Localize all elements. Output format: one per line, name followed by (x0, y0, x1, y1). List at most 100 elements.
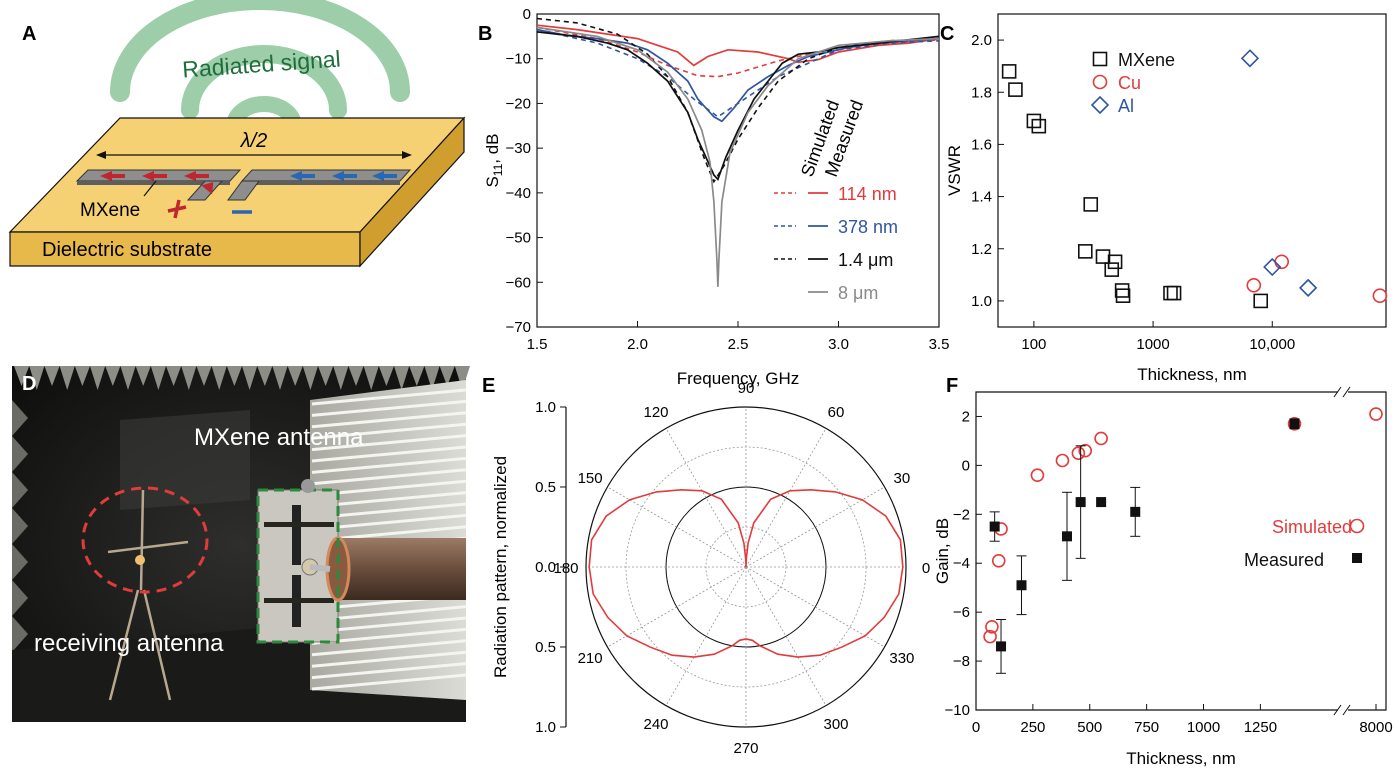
series-2-simulated-line (536, 17, 940, 184)
y-axis-label: VSWR (945, 145, 964, 196)
chart-b: 1.5 2.0 2.5 3.0 3.5 0 −10 −20 −30 −40 −50 −60 −70 Fre… (483, 6, 949, 388)
radial-tick-label: 1.0 (535, 399, 556, 416)
angle-label: 330 (889, 650, 914, 667)
absorber-ridge (311, 468, 467, 486)
signal-arc-inner (226, 96, 302, 134)
y-tick-label: −50 (506, 230, 531, 247)
y-tick-label: −4 (953, 555, 970, 572)
mxene-point (1115, 288, 1131, 304)
radiation-pattern-line (588, 488, 904, 658)
y-axis-label: S11, dB (483, 133, 505, 187)
absorber-cone (242, 366, 258, 390)
absorber-cone (12, 616, 28, 652)
polar-grid-spoke (665, 428, 747, 568)
panel-a-letter: A (22, 23, 36, 45)
absorber-ridge (311, 650, 467, 668)
absorber-cone (120, 366, 136, 390)
absorber-cone (363, 366, 379, 390)
x-tick-label: 3.5 (929, 336, 950, 353)
panel-f-letter: F (946, 375, 958, 397)
absorber-cone (12, 544, 28, 580)
simulated-point (985, 620, 999, 634)
absorber-ridge (311, 411, 467, 429)
x-tick-label: 1.5 (527, 336, 548, 353)
x-tick-label: 2.0 (627, 336, 648, 353)
polar-outer-circle (585, 406, 907, 728)
chart-f: 0 250 500 750 1000 1250 8000 2 0 −2 −4 −6 −8 −10 Thick… (933, 386, 1393, 768)
axis-break-mark (1342, 386, 1351, 398)
absorber-cone (90, 366, 106, 390)
lambda-label: λ/2 (240, 130, 268, 152)
connector-pin (309, 564, 331, 572)
antenna-left-arm-edge (77, 181, 230, 185)
absorber-cone (196, 366, 212, 386)
cu-point (1246, 277, 1262, 293)
y-tick-label: 2 (962, 408, 970, 425)
board-slot-bottom (264, 598, 334, 603)
x-tick-label: 100 (1021, 336, 1046, 353)
receiving-antenna-circle (81, 486, 209, 594)
measured-point (1075, 497, 1086, 508)
simulated-point (1071, 446, 1086, 460)
absorber-cone (44, 366, 60, 386)
simulated-point (1287, 416, 1302, 431)
absorber-cone (211, 366, 227, 390)
axis-break-mark (1342, 704, 1351, 716)
x-tick-label: 1000 (1136, 336, 1169, 353)
series-0-simulated-line (536, 26, 940, 78)
simulated-point (991, 553, 1006, 568)
series-2-measured-line (536, 31, 940, 182)
absorber-cone (378, 366, 394, 386)
absorber-cone (226, 366, 242, 386)
panel-b: B 1.5 2.0 2.5 3.0 3.5 0 −10 −20 −30 −40 −50 −60 −70 F… (478, 6, 949, 388)
absorber-ridge (311, 673, 467, 691)
mxene-point (1001, 64, 1017, 79)
antenna-right-arm-edge (242, 181, 400, 185)
legend-label-measured: Measured (1244, 550, 1324, 570)
measured-point (1289, 418, 1300, 429)
panel-c: C 100 1000 10,000 1.0 1.2 1.4 1.6 1.8 2.0 Thickne… (940, 13, 1388, 384)
absorber-cone (454, 366, 470, 390)
y-tick-label: −60 (506, 274, 531, 291)
radial-tick-label: 0.5 (535, 479, 556, 496)
legend-label-0: 114 nm (838, 184, 897, 204)
x-tick-label: 0 (972, 719, 980, 736)
x-axis-label: Thickness, nm (1137, 365, 1247, 384)
y-tick-label: −20 (506, 95, 531, 112)
x-tick-label: 1250 (1244, 719, 1277, 736)
x-tick-label: 2.5 (728, 336, 749, 353)
panel-f: F 0 250 500 750 1000 1250 8000 2 0 −2 −4 −6 −8 −10 Thi… (933, 375, 1393, 768)
polar-grid-spoke (665, 566, 747, 706)
x-axis-label: Frequency, GHz (677, 369, 800, 388)
absorber-cone (14, 366, 30, 386)
arrowhead-right-icon (402, 151, 412, 159)
receiving-antenna (107, 489, 189, 701)
signal-arc-middle (181, 45, 347, 119)
absorber-cone (29, 366, 45, 390)
axis-break-mark (1333, 386, 1342, 398)
mxene-point (1026, 113, 1042, 129)
absorber-ridge (311, 388, 467, 406)
angle-label: 90 (738, 380, 755, 397)
polar-grid-spoke (745, 486, 885, 568)
absorber-cone (272, 366, 288, 390)
polar-grid-spoke (607, 486, 747, 568)
y-label-tail: , dB (483, 133, 502, 163)
al-point (1299, 278, 1318, 298)
x-axis-label: Thickness, nm (1126, 749, 1236, 768)
absorber-cone (12, 508, 28, 544)
legend-marker-measured (1352, 553, 1362, 563)
x-tick-label: 10,000 (1249, 336, 1295, 353)
y-label-sub: 11 (491, 163, 505, 176)
simulated-point (1369, 407, 1383, 421)
y-tick-label: 1.2 (971, 241, 992, 258)
legend-label-simulated: Simulated (1272, 517, 1352, 537)
mxene-point (1107, 254, 1123, 270)
y-tick-label: 2.0 (971, 32, 992, 49)
panel-a: A Radiated signal λ/2 (8, 0, 466, 268)
absorber-ridge (311, 399, 467, 417)
absorber-ridge (311, 434, 467, 452)
substrate-side (359, 116, 465, 268)
y-axis-label: Radiation pattern, normalized (491, 456, 510, 678)
absorber-cone (409, 366, 425, 386)
